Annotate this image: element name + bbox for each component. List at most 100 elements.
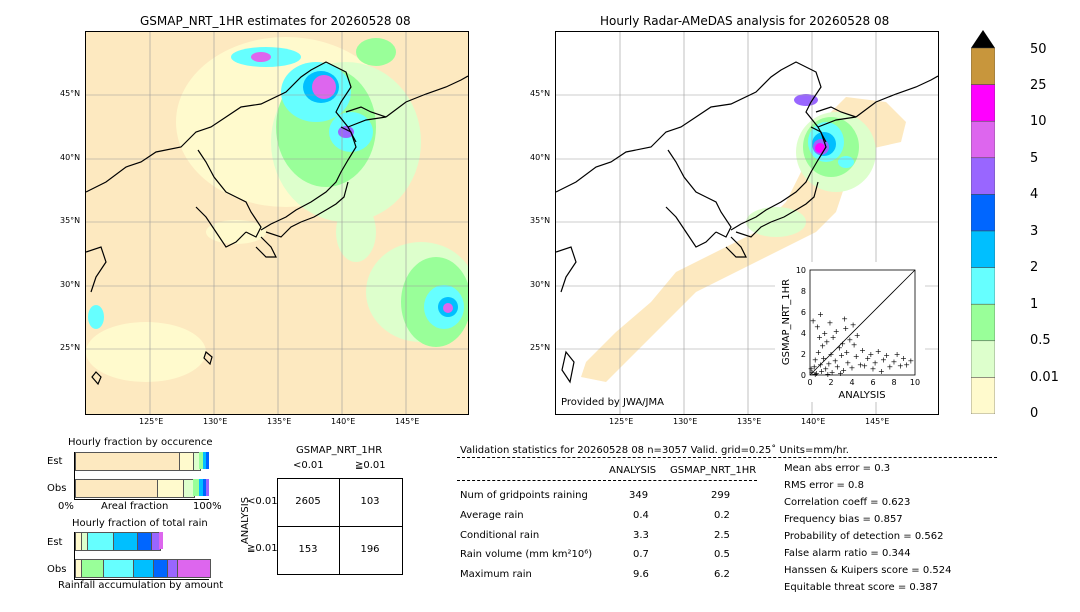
total-rain-title: Hourly fraction of total rain <box>72 518 208 529</box>
contingency-cell: 103 <box>360 496 380 507</box>
colorbar-label: 10 <box>1030 114 1047 129</box>
total-rain-obs-bar <box>81 559 105 578</box>
scatter-point: + <box>810 316 817 325</box>
validation-row-analysis: 9.6 <box>633 569 649 580</box>
left-lat-tick: 30°N <box>60 280 81 289</box>
colorbar-label: 4 <box>1030 187 1039 202</box>
scatter-point: + <box>880 355 887 364</box>
one-to-one-line <box>809 269 916 376</box>
right-map-title: Hourly Radar-AMeDAS analysis for 2026052… <box>600 14 890 28</box>
occurrence-obs-label: Obs <box>47 483 67 494</box>
scatter-y-tick-label: 6 <box>801 308 806 317</box>
scatter-point: + <box>891 357 898 366</box>
score-line: False alarm ratio = 0.344 <box>784 548 911 559</box>
scatter-point: + <box>816 333 823 342</box>
scatter-point: + <box>820 354 827 363</box>
validation-col-gsmap: GSMAP_NRT_1HR <box>670 465 757 476</box>
colorbar-label: 3 <box>1030 224 1039 239</box>
scatter-point: + <box>853 352 860 361</box>
colorbar-extend-arrow <box>971 30 995 48</box>
right-lat-tick: 25°N <box>530 343 551 352</box>
occurrence-axis-left: 0% <box>58 501 74 512</box>
left-lat-tick: 25°N <box>60 343 81 352</box>
scatter-point: + <box>826 359 833 368</box>
scatter-point: + <box>900 354 907 363</box>
validation-row-label: Rain volume (mm km²10⁶) <box>460 549 593 560</box>
contingency-title: GSMAP_NRT_1HR <box>296 445 383 456</box>
total-rain-est-label: Est <box>47 537 63 548</box>
scatter-point: + <box>878 367 885 376</box>
right-coastlines <box>556 61 938 384</box>
scatter-point: + <box>839 340 846 349</box>
left-lat-tick: 45°N <box>60 89 81 98</box>
score-line: Hanssen & Kuipers score = 0.524 <box>784 565 952 576</box>
scatter-point: + <box>868 350 875 359</box>
left-coastlines <box>86 61 468 386</box>
validation-row-label: Num of gridpoints raining <box>460 490 588 501</box>
contingency-cell: 153 <box>298 544 318 555</box>
scatter-y-tick-label: 2 <box>801 350 806 359</box>
left-lon-tick: 125°E <box>139 417 164 426</box>
validation-row-gsmap: 6.2 <box>714 569 730 580</box>
scatter-point: + <box>844 358 851 367</box>
validation-header: Validation statistics for 20260528 08 n=… <box>460 445 849 456</box>
occurrence-est-label: Est <box>47 456 63 467</box>
contingency-divider <box>278 526 402 527</box>
validation-col-analysis: ANALYSIS <box>609 465 657 476</box>
scatter-x-tick-label: 8 <box>891 378 896 387</box>
colorbar-swatch <box>970 84 996 122</box>
validation-row-label: Average rain <box>460 510 524 521</box>
occurrence-title: Hourly fraction by occurence <box>68 437 213 448</box>
occurrence-est-bar <box>75 452 181 471</box>
validation-row-analysis: 0.7 <box>633 549 649 560</box>
scatter-point: + <box>841 314 848 323</box>
scatter-point: + <box>832 356 839 365</box>
total-rain-est-bar <box>113 532 139 551</box>
scatter-x-ticks: 0 2 4 6 8 10 <box>807 378 920 387</box>
scatter-x-tick-label: 4 <box>849 378 854 387</box>
scatter-point: + <box>817 361 824 370</box>
contingency-row-header: ≧0.01 <box>247 543 278 554</box>
right-lat-tick: 35°N <box>530 216 551 225</box>
occurrence-est-bar <box>199 452 203 469</box>
total-rain-est-bar <box>87 532 115 551</box>
scatter-point: + <box>809 368 816 377</box>
colorbar-label: 2 <box>1030 260 1039 275</box>
right-map-canvas <box>556 32 938 414</box>
scatter-point: + <box>817 310 824 319</box>
occurrence-axis-right: 100% <box>193 501 222 512</box>
left-lat-tick: 40°N <box>60 153 81 162</box>
scatter-point: + <box>897 362 904 371</box>
occurrence-obs-bar <box>157 479 185 498</box>
scatter-y-ticks: 0 2 4 6 8 10 <box>796 266 806 380</box>
scatter-x-tick-label: 6 <box>870 378 875 387</box>
left-lon-tick: 145°E <box>395 417 420 426</box>
occurrence-est-bar <box>203 452 206 469</box>
scatter-y-tick-label: 4 <box>801 329 806 338</box>
scatter-y-tick-label: 8 <box>801 287 806 296</box>
left-precip-field <box>86 37 468 382</box>
scatter-point: + <box>811 363 818 372</box>
score-line: RMS error = 0.8 <box>784 480 864 491</box>
scatter-point: + <box>829 368 836 377</box>
colorbar-swatch <box>970 267 996 305</box>
scatter-point: + <box>840 366 847 375</box>
scatter-point: + <box>819 342 826 351</box>
total-rain-axis-label: Rainfall accumulation by amount <box>58 580 224 591</box>
scatter-xlabel: ANALYSIS <box>838 390 885 401</box>
colorbar-label: 0.5 <box>1030 333 1051 348</box>
right-lon-tick: 135°E <box>737 417 762 426</box>
occurrence-obs-bar <box>203 479 206 496</box>
scatter-x-tick-label: 2 <box>828 378 833 387</box>
validation-row-label: Conditional rain <box>460 530 540 541</box>
scatter-point: + <box>872 358 879 367</box>
scatter-point: + <box>812 355 819 364</box>
scatter-point: + <box>834 363 841 372</box>
scatter-point: + <box>812 370 819 379</box>
scatter-point: + <box>842 324 849 333</box>
scatter-svg: ++++++++++++++++++++++++++++++++++++++++… <box>781 266 920 401</box>
scatter-point: + <box>813 369 820 378</box>
scatter-x-tick-label: 0 <box>807 378 812 387</box>
scatter-point: + <box>808 365 815 374</box>
colorbar-swatch <box>970 157 996 195</box>
